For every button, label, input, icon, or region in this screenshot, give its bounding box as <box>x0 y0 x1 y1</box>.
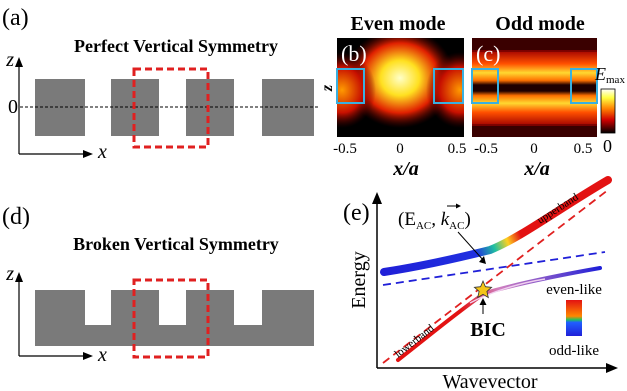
lower-band-core <box>469 278 546 304</box>
axis-label-x: x <box>97 344 107 366</box>
field-z-label: z <box>319 84 336 92</box>
axes-a: z x 0 <box>5 49 107 163</box>
panel-a-label: (a) <box>2 5 29 31</box>
asymmetric-grating <box>35 290 314 346</box>
unit-cell-highlight <box>132 278 210 359</box>
mode-ridge-outline <box>471 68 499 104</box>
tick-label: 0 <box>396 141 404 157</box>
mode-ridge-outline <box>570 68 598 104</box>
arrow-head-icon <box>83 150 93 158</box>
panel-e-label: (e) <box>343 200 370 226</box>
uncoupled-guided-line <box>382 251 606 286</box>
even-mode-field-map <box>337 38 464 137</box>
arrow-head-icon <box>15 57 23 67</box>
panel-e: (e) Energy Wavevector upperband lowerban… <box>343 176 618 391</box>
annotation-pointer <box>457 231 485 262</box>
zero-label: 0 <box>8 96 18 118</box>
arrow-head-icon <box>83 352 93 360</box>
energy-axis-label: Energy <box>348 251 370 308</box>
panel-d: (d) Broken Vertical Symmetry z x <box>2 204 314 366</box>
panel-b-title: Even mode <box>351 13 446 35</box>
upper-band-label: upperband <box>535 191 581 227</box>
panel-d-label: (d) <box>2 204 30 230</box>
panel-c: Odd mode (c) -0.5 0 0.5 x/a Emax 0 <box>471 13 625 180</box>
panel-a-title: Perfect Vertical Symmetry <box>74 36 278 56</box>
uncoupled-photonic-line <box>382 189 609 364</box>
tick-label: 0.5 <box>448 141 467 157</box>
axes-d: z x <box>5 263 107 366</box>
axis-label-x: x <box>97 141 107 163</box>
legend-even-like: even-like <box>546 282 602 298</box>
arrow-head-icon <box>456 203 461 209</box>
tick-label: 0 <box>530 141 538 157</box>
colorbar <box>600 88 616 134</box>
colorbar-max-label: Emax <box>594 64 625 86</box>
wavevector-axis-label: Wavevector <box>443 371 538 391</box>
tick-label: -0.5 <box>333 141 357 157</box>
arrow-head-icon <box>606 363 618 373</box>
unit-cell-highlight <box>132 67 210 149</box>
lower-band-label: lowerband <box>392 322 436 360</box>
panel-c-label: (c) <box>476 41 500 66</box>
panel-a: (a) Perfect Vertical Symmetry z x 0 <box>2 5 320 163</box>
tick-label: 0.5 <box>574 141 593 157</box>
colorbar-min-label: 0 <box>603 136 612 156</box>
bic-star-icon <box>473 279 493 299</box>
field-x-label: x/a <box>523 158 550 180</box>
anticrossing-annotation: (EAC, kAC) <box>398 209 471 232</box>
legend-odd-like: odd-like <box>549 343 599 359</box>
mode-ridge-outline <box>336 68 365 104</box>
mode-ridge-outline <box>433 68 464 104</box>
panel-b: Even mode (b) z -0.5 0 0.5 x/a <box>319 13 467 180</box>
field-x-label: x/a <box>392 158 419 180</box>
legend-color-bar <box>566 300 582 336</box>
arrow-head-icon <box>479 256 486 264</box>
bic-label: BIC <box>470 319 506 341</box>
axis-label-z: z <box>5 49 14 71</box>
arrow-head-icon <box>479 298 487 305</box>
odd-mode-field-map <box>472 38 597 137</box>
panel-c-title: Odd mode <box>495 13 585 35</box>
axis-label-z: z <box>5 263 14 285</box>
panel-d-title: Broken Vertical Symmetry <box>73 234 279 254</box>
panel-b-label: (b) <box>341 41 367 66</box>
arrow-head-icon <box>372 192 382 204</box>
arrow-head-icon <box>15 272 23 282</box>
upper-band-curve <box>380 176 612 276</box>
tick-label: -0.5 <box>474 141 498 157</box>
